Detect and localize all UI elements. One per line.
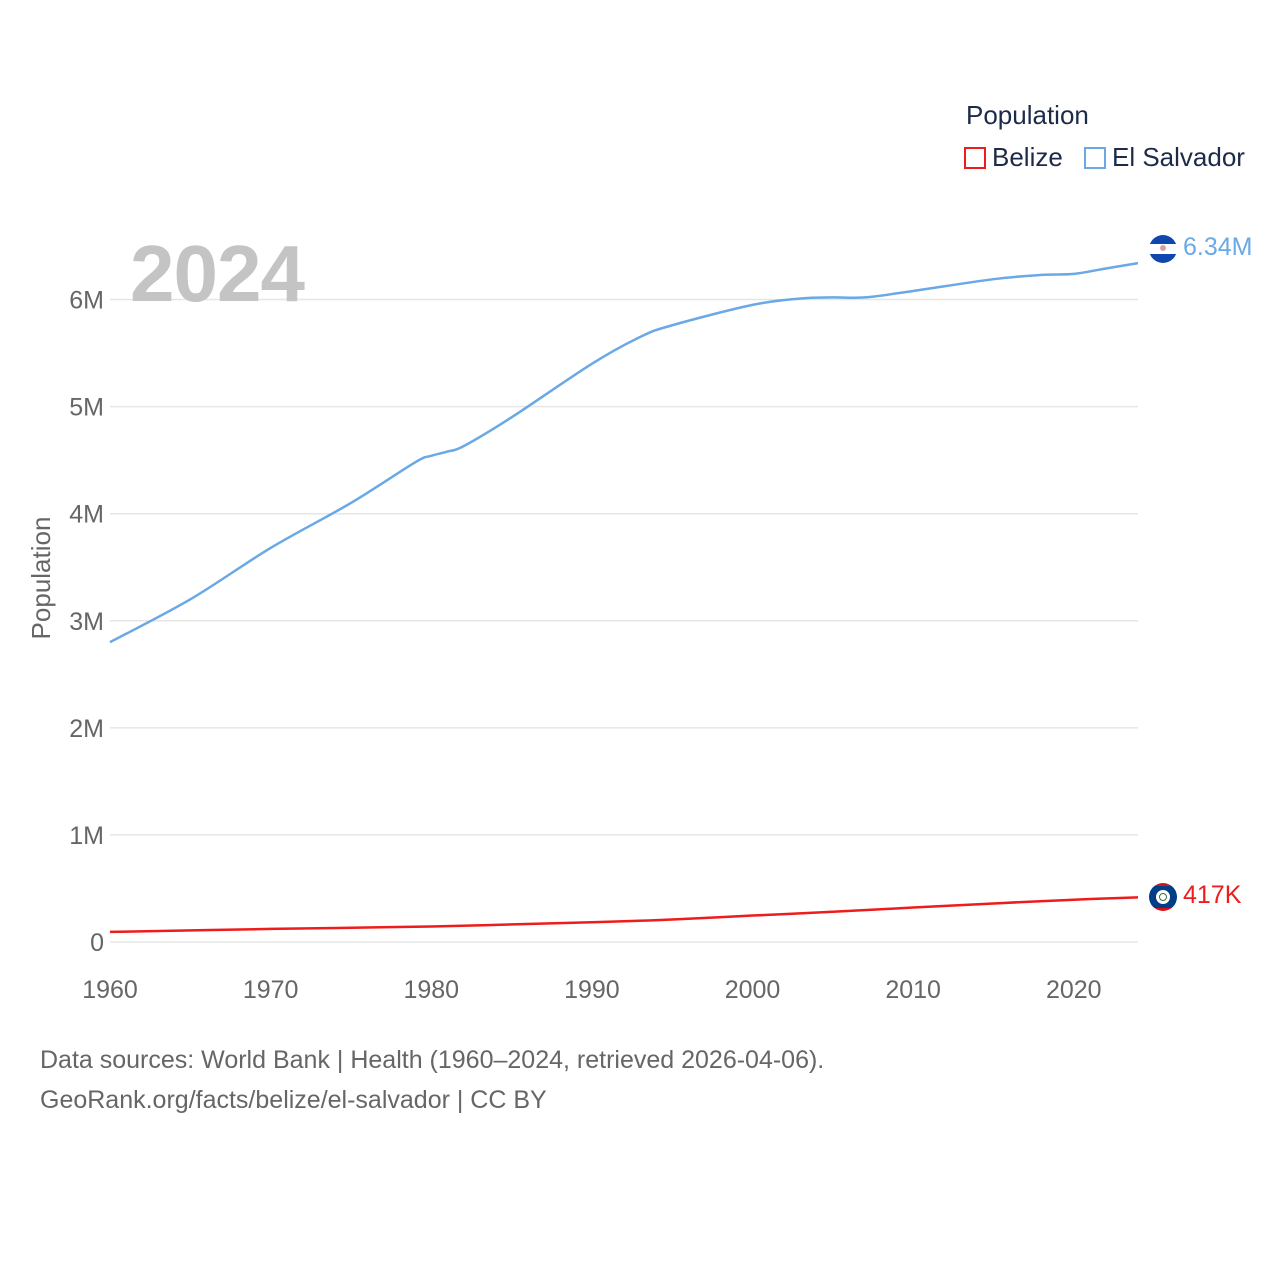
x-tick-label: 2010 [885, 976, 941, 1004]
legend-swatch-el-salvador [1084, 146, 1106, 169]
y-tick-label: 3M [69, 608, 104, 636]
series-line-el-salvador[interactable] [109, 261, 1139, 644]
footer-attribution[interactable]: GeoRank.org/facts/belize/el-salvador | C… [40, 1086, 547, 1114]
series-lines [109, 261, 1139, 934]
series-line-belize[interactable] [109, 896, 1139, 934]
legend-item-belize[interactable]: Belize [964, 142, 1063, 173]
x-tick-label: 1960 [82, 976, 138, 1004]
y-tick-label: 5M [69, 394, 104, 422]
belize-flag-icon [1149, 883, 1177, 911]
x-axis-ticks: 1960 1970 1980 1990 2000 2010 2020 [82, 976, 1101, 1004]
x-tick-label: 2000 [725, 976, 781, 1004]
gridlines [110, 298, 1138, 943]
el-salvador-flag-icon [1149, 235, 1177, 263]
legend-swatch-belize [964, 146, 986, 169]
y-tick-label: 6M [69, 287, 104, 315]
y-tick-label: 2M [69, 715, 104, 743]
y-axis-label: Population [26, 517, 56, 640]
y-tick-label: 4M [69, 501, 104, 529]
x-tick-label: 2020 [1046, 976, 1102, 1004]
x-tick-label: 1990 [564, 976, 620, 1004]
y-tick-label: 1M [69, 822, 104, 850]
legend-label-belize: Belize [992, 142, 1063, 172]
legend-item-el-salvador[interactable]: El Salvador [1084, 142, 1245, 173]
year-badge: 2024 [130, 229, 305, 318]
y-tick-label: 0 [90, 929, 104, 957]
x-tick-label: 1980 [403, 976, 459, 1004]
legend-label-el-salvador: El Salvador [1112, 142, 1245, 172]
legend-title: Population [966, 100, 1089, 130]
footer-sources: Data sources: World Bank | Health (1960–… [40, 1046, 825, 1074]
belize-end-value: 417K [1183, 881, 1242, 909]
el-salvador-end-value: 6.34M [1183, 233, 1253, 261]
x-tick-label: 1970 [243, 976, 299, 1004]
y-axis-ticks: 0 1M 2M 3M 4M 5M 6M [69, 287, 104, 957]
